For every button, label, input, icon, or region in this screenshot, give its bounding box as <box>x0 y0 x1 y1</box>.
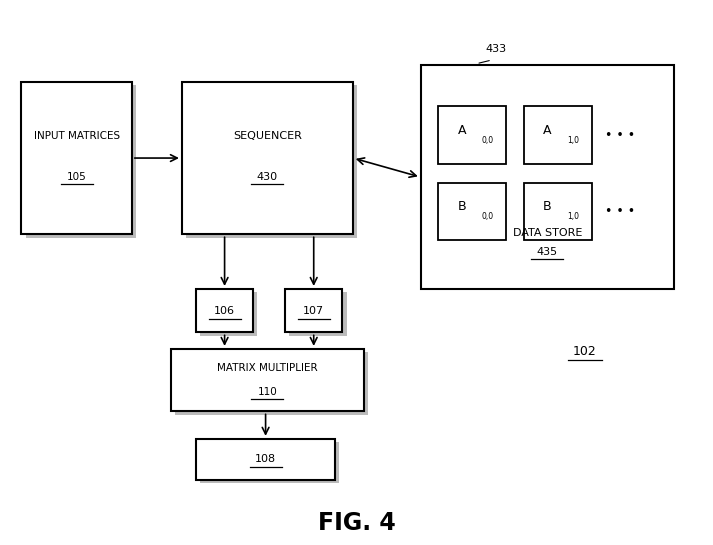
Text: 105: 105 <box>67 172 86 182</box>
Text: FIG. 4: FIG. 4 <box>317 511 396 535</box>
Bar <box>438 183 506 240</box>
Text: MATRIX MULTIPLIER: MATRIX MULTIPLIER <box>217 363 318 373</box>
Text: DATA STORE: DATA STORE <box>513 228 582 238</box>
Bar <box>21 82 132 234</box>
Bar <box>443 186 511 243</box>
Text: 433: 433 <box>485 44 506 54</box>
Bar <box>171 349 364 411</box>
Bar <box>524 106 592 164</box>
Text: 107: 107 <box>303 306 324 316</box>
Text: 430: 430 <box>257 172 278 182</box>
Bar <box>175 352 368 415</box>
Bar <box>26 85 136 238</box>
Text: 0,0: 0,0 <box>482 136 494 145</box>
Text: • • •: • • • <box>605 205 635 218</box>
Text: 1,0: 1,0 <box>568 136 580 145</box>
Text: • • •: • • • <box>605 129 635 142</box>
Text: 108: 108 <box>255 454 276 464</box>
Bar <box>289 292 347 336</box>
Text: A: A <box>458 124 466 137</box>
Bar <box>182 82 353 234</box>
Bar <box>528 186 596 243</box>
Text: 106: 106 <box>214 306 235 316</box>
Text: INPUT MATRICES: INPUT MATRICES <box>34 131 120 141</box>
Text: 110: 110 <box>257 387 277 397</box>
Text: B: B <box>543 201 552 213</box>
Text: 0,0: 0,0 <box>482 212 494 221</box>
Bar <box>524 183 592 240</box>
Bar <box>200 442 339 483</box>
Bar <box>285 289 342 332</box>
Text: 435: 435 <box>537 247 558 257</box>
Text: A: A <box>543 124 551 137</box>
Bar <box>443 110 511 167</box>
Text: B: B <box>457 201 466 213</box>
Text: 1,0: 1,0 <box>568 212 580 221</box>
Text: 102: 102 <box>573 345 597 358</box>
Bar <box>421 65 674 289</box>
Bar <box>196 289 253 332</box>
Bar <box>528 110 596 167</box>
Bar <box>200 292 257 336</box>
Bar <box>186 85 357 238</box>
Bar <box>438 106 506 164</box>
Text: SEQUENCER: SEQUENCER <box>233 131 302 141</box>
Bar <box>196 439 335 480</box>
